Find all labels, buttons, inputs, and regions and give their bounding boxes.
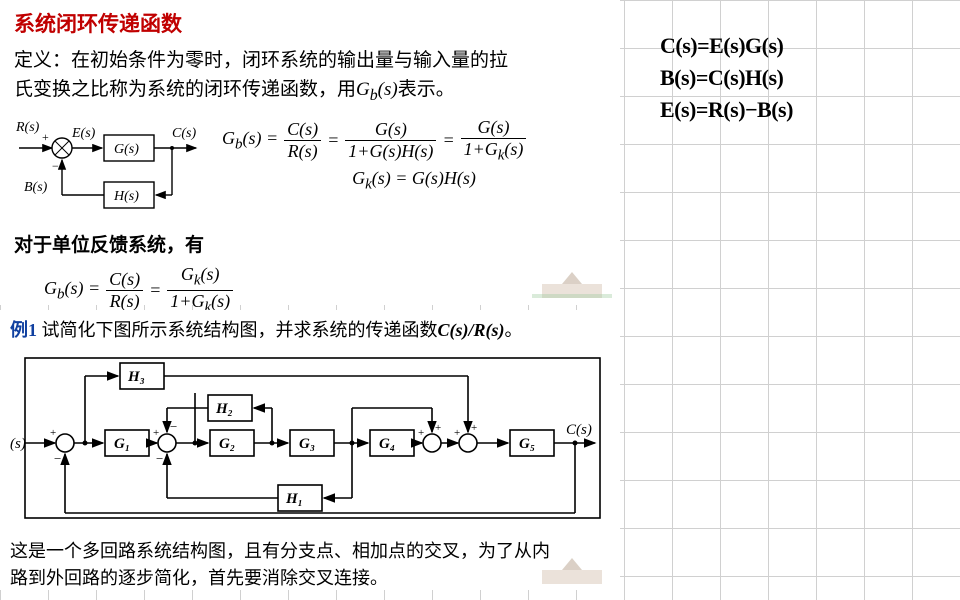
svg-text:(s): (s): [10, 436, 26, 452]
example-label: 例1: [10, 320, 37, 340]
svg-text:+: +: [435, 422, 441, 434]
svg-text:G₄: G₄: [379, 436, 395, 452]
hand-eq1: C(s)=E(s)G(s): [660, 30, 940, 62]
svg-text:H₂: H₂: [215, 401, 233, 417]
example-suffix: 。: [505, 320, 523, 340]
svg-text:C(s): C(s): [566, 422, 592, 438]
svg-text:+: +: [153, 427, 159, 439]
definition-line2: 氏变换之比称为系统的闭环传递函数，用Gb(s)表示。: [14, 75, 606, 108]
gk-equation: Gk(s) = G(s)H(s): [222, 168, 606, 194]
svg-text:+: +: [42, 130, 49, 144]
svg-text:G₂: G₂: [219, 436, 235, 452]
svg-text:H₃: H₃: [127, 369, 145, 385]
closed-loop-equations: Gb(s) = C(s)R(s) = G(s)1+G(s)H(s) = G(s)…: [204, 113, 606, 198]
example-text: 试简化下图所示系统结构图，并求系统的传递函数: [37, 320, 438, 340]
example-title-row: 例1 试简化下图所示系统结构图，并求系统的传递函数C(s)/R(s)。: [10, 316, 610, 342]
svg-text:G₅: G₅: [519, 436, 535, 452]
svg-text:−: −: [156, 451, 163, 466]
panel-example: 例1 试简化下图所示系统结构图，并求系统的传递函数C(s)/R(s)。 (s) …: [0, 310, 620, 590]
svg-text:+: +: [471, 422, 477, 434]
gb-main-equation: Gb(s) = C(s)R(s) = G(s)1+G(s)H(s) = G(s)…: [222, 117, 606, 165]
svg-text:+: +: [454, 427, 460, 439]
handwritten-notes: C(s)=E(s)G(s) B(s)=C(s)H(s) E(s)=R(s)−B(…: [660, 30, 940, 126]
example-block-diagram: (s) + − G₁ + − − G₂ G₃ G₄ + +: [10, 348, 610, 528]
decorative-building-icon: [532, 264, 612, 300]
panel-closed-loop: 系统闭环传递函数 定义：在初始条件为零时，闭环系统的输出量与输入量的拉 氏变换之…: [0, 0, 620, 305]
svg-text:G₃: G₃: [299, 436, 315, 452]
def2-math: Gb(s): [356, 79, 398, 100]
decorative-building-icon-2: [532, 550, 612, 586]
def2-prefix: 氏变换之比称为系统的闭环传递函数，用: [14, 79, 356, 100]
explain-line2: 路到外回路的逐步简化，首先要消除交叉连接。: [10, 565, 610, 592]
example-math: C(s)/R(s): [438, 320, 505, 340]
section-title: 系统闭环传递函数: [14, 8, 606, 38]
feedback-block-diagram: R(s) + − E(s) G(s) C(s) H(s): [14, 113, 204, 223]
svg-text:R(s): R(s): [15, 120, 40, 135]
svg-text:−: −: [54, 451, 61, 466]
hand-eq3: E(s)=R(s)−B(s): [660, 94, 940, 126]
definition-line1: 定义：在初始条件为零时，闭环系统的输出量与输入量的拉: [14, 46, 606, 75]
hand-eq2: B(s)=C(s)H(s): [660, 62, 940, 94]
svg-text:+: +: [50, 427, 56, 439]
svg-text:B(s): B(s): [24, 180, 48, 195]
svg-text:G(s): G(s): [114, 142, 139, 157]
svg-text:E(s): E(s): [71, 126, 96, 141]
svg-text:+: +: [418, 427, 424, 439]
svg-text:H₁: H₁: [285, 491, 303, 507]
svg-text:H(s): H(s): [113, 189, 139, 204]
unity-feedback-label: 对于单位反馈系统，有: [14, 231, 606, 260]
svg-text:−: −: [170, 419, 177, 434]
explain-line1: 这是一个多回路系统结构图，且有分支点、相加点的交叉，为了从内: [10, 538, 610, 565]
svg-text:−: −: [52, 159, 59, 173]
def2-suffix: 表示。: [398, 79, 455, 100]
svg-text:G₁: G₁: [114, 436, 130, 452]
unity-equation: Gb(s) = C(s)R(s) = Gk(s)1+Gk(s): [44, 264, 606, 316]
svg-text:C(s): C(s): [172, 126, 196, 141]
